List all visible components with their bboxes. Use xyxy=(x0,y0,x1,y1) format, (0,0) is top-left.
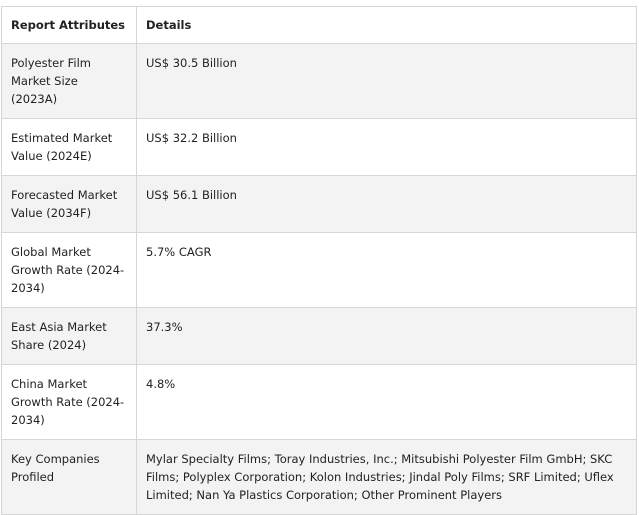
row-attribute-cell: Estimated Market Value (2024E) xyxy=(1,118,137,176)
row-attribute-cell: East Asia Market Share (2024) xyxy=(1,307,137,365)
row-attribute-cell: Polyester Film Market Size (2023A) xyxy=(1,43,137,119)
table-row: Forecasted Market Value (2034F) US$ 56.1… xyxy=(1,175,637,233)
row-details-cell: US$ 32.2 Billion xyxy=(136,118,637,176)
row-attribute-cell: Global Market Growth Rate (2024-2034) xyxy=(1,232,137,308)
row-details-cell: 37.3% xyxy=(136,307,637,365)
header-report-attributes: Report Attributes xyxy=(1,6,137,44)
table-row: Global Market Growth Rate (2024-2034) 5.… xyxy=(1,232,637,308)
row-details-cell: Mylar Specialty Films; Toray Industries,… xyxy=(136,439,637,515)
table-row: Key Companies Profiled Mylar Specialty F… xyxy=(1,439,637,515)
table-row: Polyester Film Market Size (2023A) US$ 3… xyxy=(1,43,637,119)
row-attribute-cell: Forecasted Market Value (2034F) xyxy=(1,175,137,233)
table-header-row: Report Attributes Details xyxy=(1,6,637,44)
table-row: Estimated Market Value (2024E) US$ 32.2 … xyxy=(1,118,637,176)
row-details-cell: 5.7% CAGR xyxy=(136,232,637,308)
row-details-cell: US$ 30.5 Billion xyxy=(136,43,637,119)
row-details-cell: 4.8% xyxy=(136,364,637,440)
table-row: China Market Growth Rate (2024-2034) 4.8… xyxy=(1,364,637,440)
row-details-cell: US$ 56.1 Billion xyxy=(136,175,637,233)
header-details: Details xyxy=(136,6,637,44)
report-attributes-table: Report Attributes Details Polyester Film… xyxy=(1,6,637,515)
row-attribute-cell: Key Companies Profiled xyxy=(1,439,137,515)
row-attribute-cell: China Market Growth Rate (2024-2034) xyxy=(1,364,137,440)
table-row: East Asia Market Share (2024) 37.3% xyxy=(1,307,637,365)
